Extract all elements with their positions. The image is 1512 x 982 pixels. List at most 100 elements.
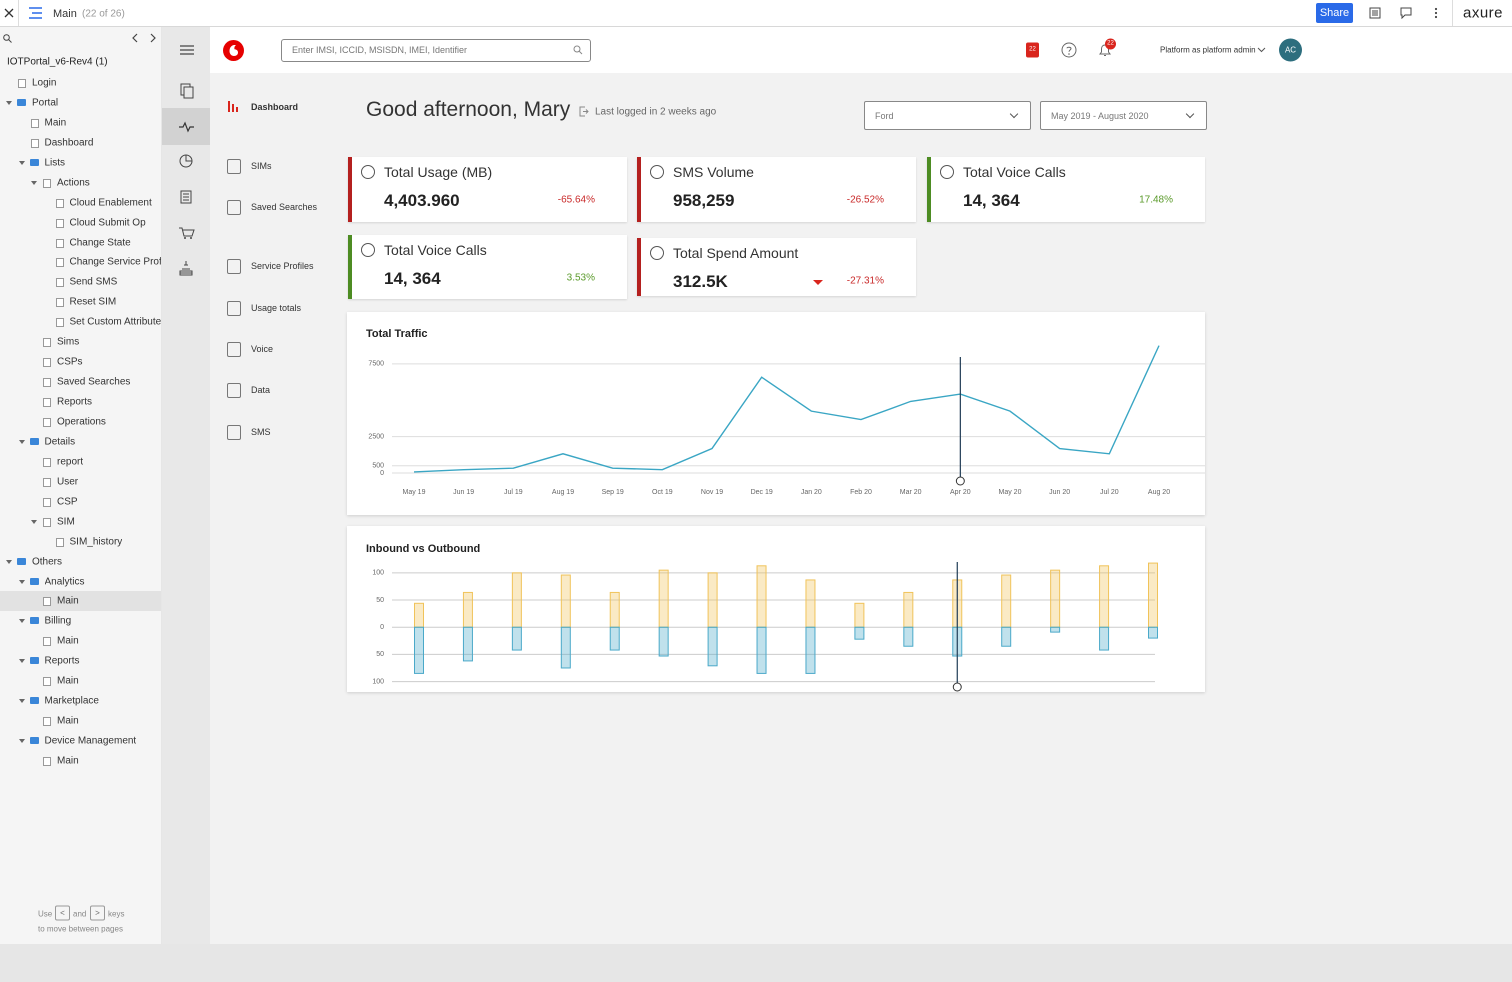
sitemap-item[interactable]: Main — [57, 635, 79, 647]
sitemap-item[interactable]: Billing — [44, 615, 72, 627]
sitemap-item[interactable]: Change Service Profil — [69, 256, 162, 268]
y-tick-label: 100 — [372, 570, 384, 577]
sitemap-item[interactable]: Send SMS — [69, 276, 118, 288]
x-tick-label: May 20 — [999, 489, 1022, 496]
page-icon — [55, 298, 64, 308]
expand-arrow[interactable] — [6, 559, 12, 564]
sitemap-item[interactable]: Others — [32, 556, 63, 568]
avatar[interactable]: AC — [1279, 38, 1302, 62]
dropdown[interactable] — [864, 101, 1031, 130]
pages-icon[interactable] — [1369, 7, 1381, 19]
more-icon[interactable] — [1434, 7, 1438, 19]
sitemap-item[interactable]: Main — [57, 715, 79, 727]
close-icon[interactable] — [4, 8, 14, 18]
kpi-title: Total Voice Calls — [963, 164, 1066, 180]
search-placeholder: Enter IMSI, ICCID, MSISDN, IMEI, Identif… — [292, 45, 468, 55]
bar — [414, 626, 424, 674]
divider — [18, 0, 19, 26]
nav-item[interactable]: Dashboard — [251, 102, 299, 112]
expand-arrow[interactable] — [31, 180, 37, 185]
sitemap-item[interactable]: User — [57, 476, 79, 488]
bar — [854, 602, 865, 628]
sitemap-item[interactable]: Analytics — [44, 576, 85, 587]
search-box[interactable] — [281, 39, 591, 62]
expand-arrow[interactable] — [31, 519, 37, 524]
expand-arrow[interactable] — [6, 100, 12, 105]
hint-text: Use — [38, 909, 53, 919]
cursor-handle — [952, 682, 962, 692]
sitemap-item[interactable]: Main — [57, 595, 79, 607]
sitemap-item[interactable]: CSP — [57, 496, 78, 508]
sitemap-item[interactable]: Sims — [57, 336, 80, 348]
sitemap-item[interactable]: Login — [32, 77, 57, 89]
expand-arrow[interactable] — [18, 699, 25, 704]
comments-icon[interactable] — [1400, 7, 1412, 19]
bar — [609, 591, 620, 628]
dropdown[interactable] — [1040, 101, 1207, 130]
notification-badge: 22 — [1105, 38, 1116, 50]
sitemap-item[interactable]: Marketplace — [44, 695, 99, 707]
expand-arrow[interactable] — [18, 439, 25, 444]
nav-item[interactable]: SMS — [251, 427, 271, 437]
kpi-card — [927, 157, 1205, 222]
sitemap-item[interactable]: Reports — [44, 655, 80, 667]
expand-arrow[interactable] — [18, 739, 25, 744]
nav-icon — [227, 301, 241, 316]
alert-badge[interactable]: 22 — [1026, 42, 1039, 58]
nav-item[interactable]: Voice — [251, 344, 274, 354]
help-icon[interactable] — [1061, 42, 1077, 58]
sitemap-panel — [0, 27, 161, 944]
sitemap-item[interactable]: Details — [44, 436, 76, 448]
nav-item[interactable]: Service Profiles — [251, 261, 314, 271]
sitemap-item[interactable]: Change State — [69, 237, 131, 249]
nav-icon — [227, 159, 241, 174]
sitemap-item[interactable]: Operations — [57, 416, 106, 428]
search-icon[interactable] — [573, 45, 583, 55]
user-menu[interactable]: Platform as platform admin — [1160, 45, 1256, 55]
page-icon — [55, 198, 64, 208]
expand-arrow[interactable] — [18, 579, 25, 584]
sitemap-item[interactable]: Dashboard — [44, 137, 94, 149]
sitemap-item[interactable]: Device Management — [44, 735, 137, 747]
nav-item[interactable]: Saved Searches — [251, 202, 318, 212]
search-icon[interactable] — [3, 34, 12, 43]
expand-arrow[interactable] — [18, 659, 25, 664]
sitemap-item[interactable]: Saved Searches — [57, 376, 131, 388]
bar — [1148, 562, 1158, 628]
page-icon — [55, 238, 64, 248]
sitemap-item[interactable]: Lists — [44, 157, 66, 169]
sitemap-item[interactable]: CSPs — [57, 356, 83, 368]
menu-icon[interactable] — [29, 7, 43, 19]
nav-item[interactable]: SIMs — [251, 161, 272, 171]
page-icon — [43, 477, 51, 487]
sitemap-item[interactable]: Main — [57, 675, 79, 687]
sitemap-item[interactable]: Main — [44, 117, 67, 129]
x-tick-label: May 19 — [403, 489, 426, 496]
sitemap-item[interactable]: Reports — [57, 396, 93, 408]
sitemap-item[interactable]: SIM — [57, 516, 75, 528]
rail-icons[interactable] — [162, 27, 210, 287]
sitemap-item[interactable]: Cloud Submit Op — [69, 217, 146, 229]
expand-arrow[interactable] — [18, 619, 25, 624]
sitemap-item[interactable]: Actions — [57, 177, 90, 189]
nav-item[interactable]: Data — [251, 385, 271, 395]
sitemap-item[interactable]: Main — [57, 755, 79, 767]
prev-next-icons[interactable] — [131, 33, 157, 43]
sitemap-item[interactable]: report — [57, 456, 84, 468]
last-login: Last logged in 2 weeks ago — [595, 106, 717, 118]
nav-item[interactable]: Usage totals — [251, 303, 302, 313]
y-tick-label: 50 — [376, 597, 384, 604]
sitemap-item[interactable]: SIM_history — [69, 536, 123, 548]
expand-arrow[interactable] — [18, 160, 25, 165]
share-button[interactable]: Share — [1316, 3, 1353, 23]
y-tick-label: 50 — [376, 651, 384, 658]
sitemap-item[interactable]: Set Custom Attributes — [69, 316, 162, 328]
page-icon — [43, 677, 51, 687]
brand: axure — [1463, 4, 1504, 22]
bar — [805, 579, 816, 628]
sitemap-item[interactable]: Portal — [32, 97, 59, 109]
sitemap-item[interactable]: Reset SIM — [69, 296, 117, 308]
kpi-title: Total Usage (MB) — [384, 164, 493, 180]
sitemap-item[interactable]: Cloud Enablement — [69, 197, 152, 209]
